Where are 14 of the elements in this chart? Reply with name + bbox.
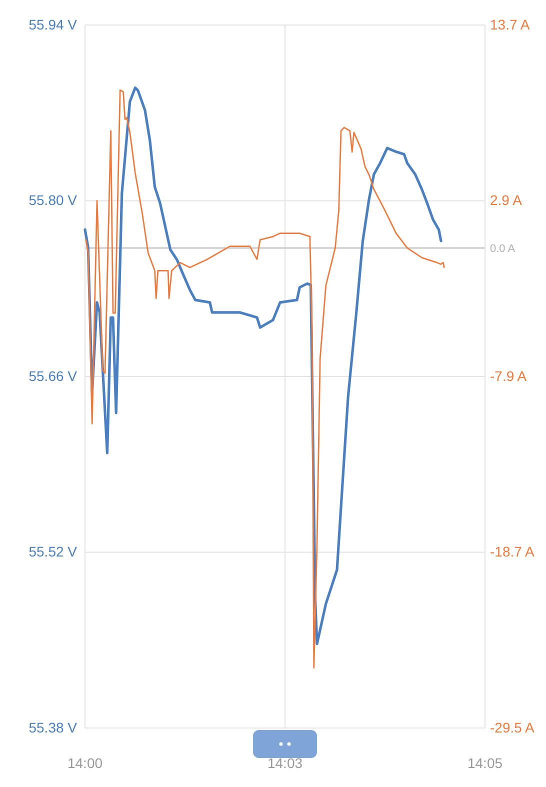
- x-tick-label: 14:03: [267, 754, 303, 771]
- y-tick-label: 55.38 V: [28, 719, 78, 736]
- y-tick-label: 55.80 V: [28, 192, 78, 208]
- y-tick-label: 55.94 V: [28, 16, 78, 32]
- x-tick-label: 14:05: [467, 754, 503, 771]
- ref-line-label: 0.0 A: [490, 242, 516, 255]
- x-tick-label: 14:00: [67, 754, 103, 771]
- y-tick-label: 55.52 V: [28, 544, 78, 560]
- y2-tick-label: 13.7 A: [490, 16, 530, 32]
- y2-tick-label: 2.9 A: [490, 192, 523, 208]
- y2-tick-label: -29.5 A: [490, 719, 536, 736]
- y2-tick-label: -18.7 A: [490, 544, 536, 560]
- y2-tick-label: -7.9 A: [490, 368, 528, 384]
- y-tick-label: 55.66 V: [28, 368, 78, 384]
